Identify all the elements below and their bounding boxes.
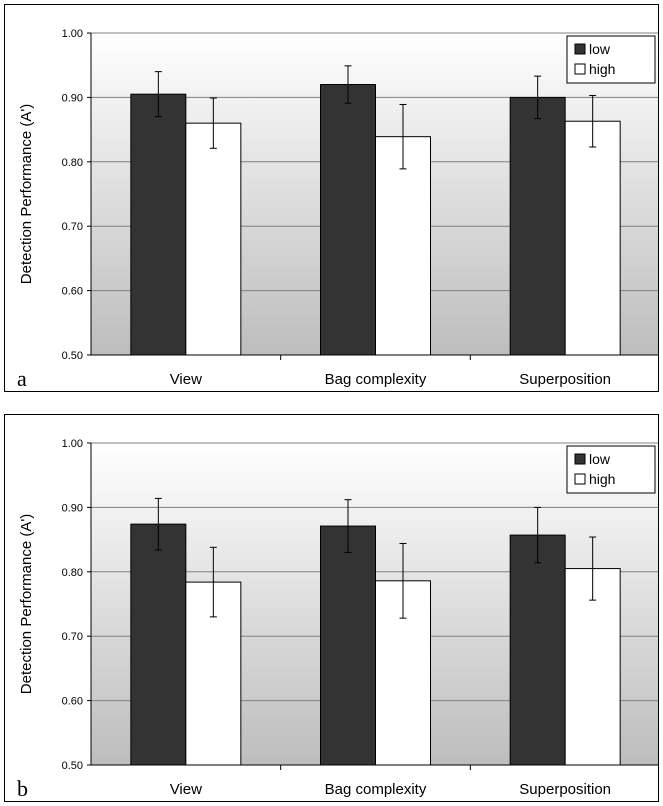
legend-label-low: low [589, 451, 611, 467]
y-axis-label: Detection Performance (A') [18, 104, 35, 284]
category-label: Superposition [519, 371, 611, 388]
bar-high-2 [564, 120, 621, 356]
legend-label-high: high [589, 471, 615, 487]
y-tick-label: 0.50 [62, 760, 83, 772]
panel-label: b [17, 776, 28, 801]
category-label: View [170, 781, 202, 798]
bar-low-0 [130, 93, 187, 356]
legend-label-low: low [589, 41, 611, 57]
bar-low-2 [509, 96, 566, 356]
chart-svg-b: 0.50 0.60 0.70 0.80 0.90 1.00 Detection Perfor… [17, 438, 658, 801]
bar-high-2 [564, 568, 621, 766]
y-tick-label: 0.90 [62, 92, 83, 104]
legend-swatch-low [574, 43, 586, 55]
legend-swatch-high [574, 473, 586, 485]
category-label: Bag complexity [325, 781, 427, 798]
category-label: View [170, 371, 202, 388]
bar-high-1 [375, 136, 431, 356]
y-tick-label: 0.80 [62, 567, 83, 579]
bar-low-2 [509, 534, 566, 766]
legend-swatch-low [574, 453, 586, 465]
chart-panel-b: 0.50 0.60 0.70 0.80 0.90 1.00 Detection Perfor… [4, 414, 659, 802]
category-label: Bag complexity [325, 371, 427, 388]
y-tick-label: 0.80 [62, 157, 83, 169]
category-label: Superposition [519, 781, 611, 798]
legend-label-high: high [589, 61, 615, 77]
y-tick-label: 0.70 [62, 221, 83, 233]
chart-panel-a: 0.50 0.60 0.70 0.80 0.90 1.00 Detection Perfor… [4, 4, 659, 392]
bar-low-1 [320, 84, 376, 356]
bar-high-0 [185, 122, 242, 356]
chart-svg-a: 0.50 0.60 0.70 0.80 0.90 1.00 Detection Perfor… [17, 28, 658, 391]
panel-label: a [17, 366, 27, 391]
y-tick-label: 1.00 [62, 28, 83, 40]
y-tick-label: 0.60 [62, 286, 83, 298]
y-tick-label: 0.50 [62, 350, 83, 362]
y-axis-label: Detection Performance (A') [18, 514, 35, 694]
y-tick-label: 1.00 [62, 438, 83, 450]
y-tick-label: 0.60 [62, 696, 83, 708]
bar-low-0 [130, 523, 187, 766]
bar-low-1 [320, 525, 376, 766]
legend-swatch-high [574, 63, 586, 75]
y-tick-label: 0.70 [62, 631, 83, 643]
y-tick-label: 0.90 [62, 502, 83, 514]
